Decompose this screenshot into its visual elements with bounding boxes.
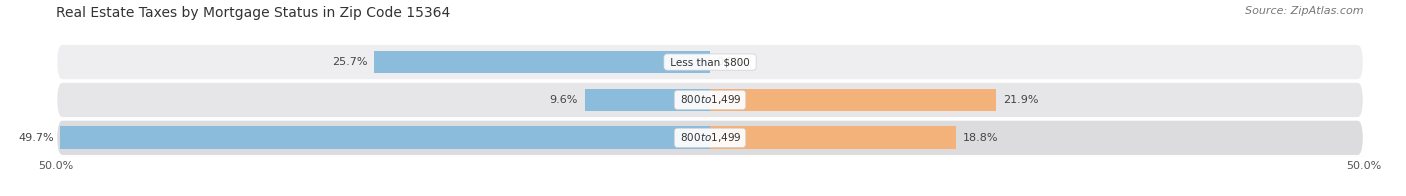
FancyBboxPatch shape bbox=[56, 120, 1364, 156]
Text: $800 to $1,499: $800 to $1,499 bbox=[678, 131, 742, 144]
Text: 0.0%: 0.0% bbox=[717, 57, 745, 67]
Bar bbox=[585, 89, 710, 111]
Text: Less than $800: Less than $800 bbox=[666, 57, 754, 67]
Text: 49.7%: 49.7% bbox=[18, 133, 53, 143]
Text: 9.6%: 9.6% bbox=[550, 95, 578, 105]
Text: 21.9%: 21.9% bbox=[1002, 95, 1039, 105]
Text: Real Estate Taxes by Mortgage Status in Zip Code 15364: Real Estate Taxes by Mortgage Status in … bbox=[56, 6, 450, 20]
Text: $800 to $1,499: $800 to $1,499 bbox=[678, 93, 742, 106]
Text: 25.7%: 25.7% bbox=[332, 57, 367, 67]
Bar bbox=[710, 89, 997, 111]
Bar bbox=[710, 126, 956, 149]
FancyBboxPatch shape bbox=[56, 44, 1364, 80]
Text: Source: ZipAtlas.com: Source: ZipAtlas.com bbox=[1246, 6, 1364, 16]
Bar bbox=[60, 126, 710, 149]
FancyBboxPatch shape bbox=[56, 82, 1364, 118]
Text: 18.8%: 18.8% bbox=[962, 133, 998, 143]
Bar bbox=[374, 51, 710, 74]
